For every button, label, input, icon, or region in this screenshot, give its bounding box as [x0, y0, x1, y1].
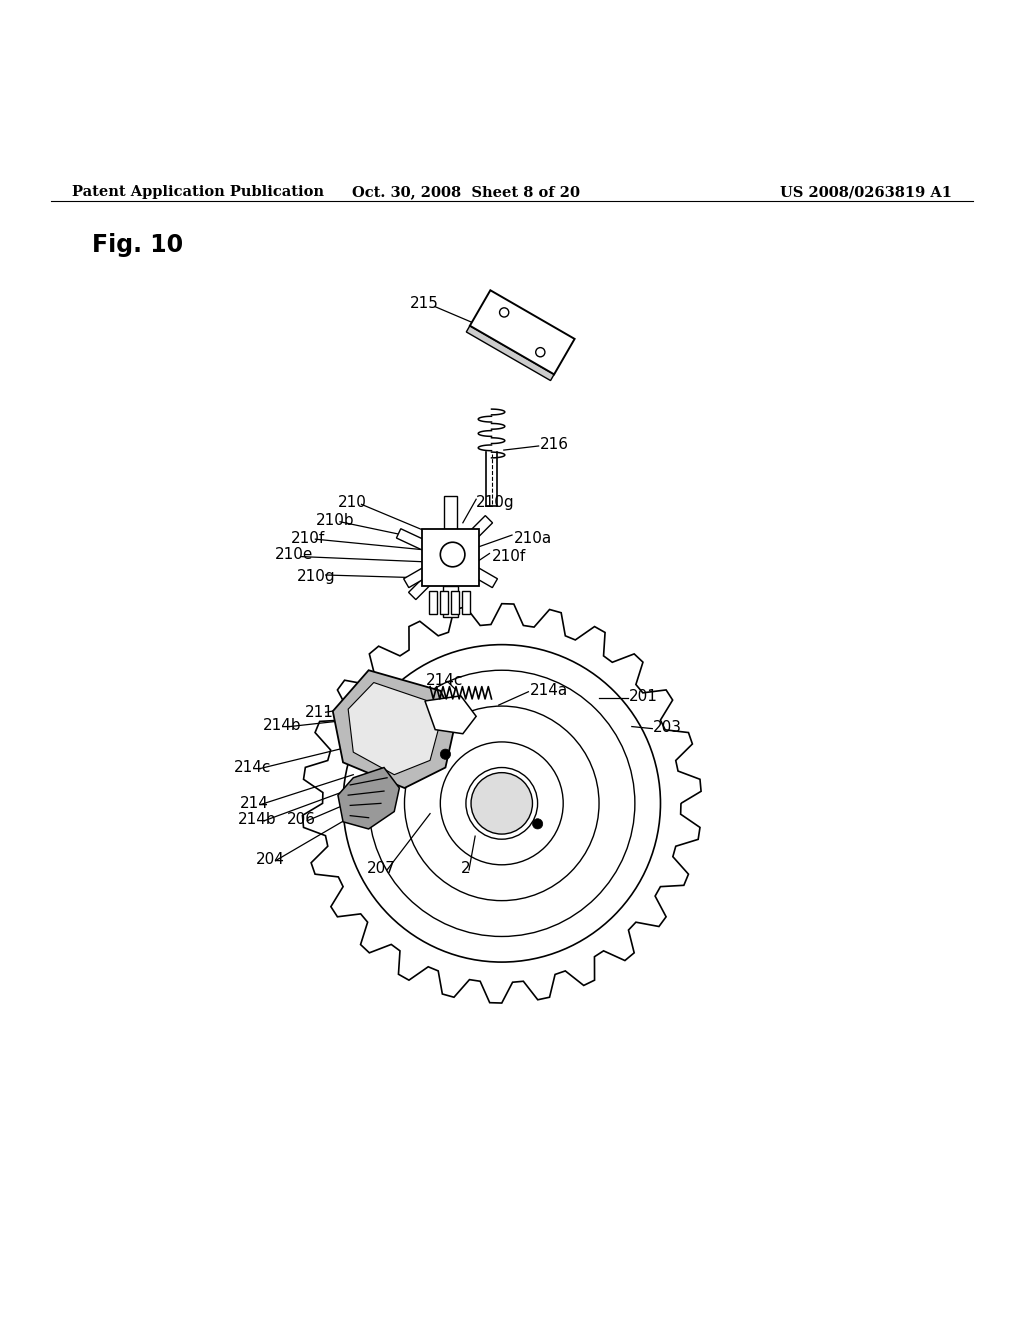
Text: 204: 204 [256, 853, 285, 867]
Polygon shape [473, 568, 498, 587]
Text: 211: 211 [305, 705, 334, 719]
Text: 210e: 210e [274, 546, 312, 562]
Text: 214a: 214a [529, 684, 567, 698]
Polygon shape [443, 586, 458, 616]
Text: 210f: 210f [291, 531, 325, 545]
Text: Fig. 10: Fig. 10 [92, 234, 183, 257]
Polygon shape [338, 767, 399, 829]
Circle shape [466, 767, 538, 840]
Polygon shape [470, 290, 574, 375]
Polygon shape [422, 529, 479, 586]
Circle shape [404, 706, 599, 900]
Text: 2: 2 [461, 862, 470, 876]
Text: 210a: 210a [514, 531, 552, 545]
Circle shape [440, 748, 451, 759]
Text: 214: 214 [240, 796, 268, 810]
Text: 201: 201 [629, 689, 657, 705]
Polygon shape [425, 696, 476, 734]
Polygon shape [466, 326, 554, 380]
Text: 210g: 210g [297, 569, 336, 583]
Text: 206: 206 [287, 812, 315, 828]
Circle shape [471, 772, 532, 834]
Text: Oct. 30, 2008  Sheet 8 of 20: Oct. 30, 2008 Sheet 8 of 20 [352, 185, 580, 199]
Circle shape [369, 671, 635, 936]
Polygon shape [429, 591, 437, 614]
Circle shape [440, 742, 563, 865]
Circle shape [500, 308, 509, 317]
Polygon shape [463, 591, 470, 614]
Text: 214b: 214b [263, 718, 302, 733]
Text: 214b: 214b [238, 812, 276, 828]
Polygon shape [452, 591, 459, 614]
Text: 207: 207 [367, 862, 395, 876]
Text: 203: 203 [653, 721, 682, 735]
Text: 210f: 210f [492, 549, 525, 564]
Text: 215: 215 [410, 296, 438, 312]
Polygon shape [409, 574, 434, 599]
Polygon shape [348, 682, 438, 775]
Text: 214c: 214c [233, 760, 270, 775]
Circle shape [440, 543, 465, 566]
Text: 216: 216 [540, 437, 568, 453]
Circle shape [532, 818, 543, 829]
Polygon shape [396, 529, 427, 550]
Text: 214c: 214c [426, 673, 463, 688]
Circle shape [536, 347, 545, 356]
Text: Patent Application Publication: Patent Application Publication [72, 185, 324, 199]
Text: 210g: 210g [476, 495, 515, 510]
Text: US 2008/0263819 A1: US 2008/0263819 A1 [780, 185, 952, 199]
Polygon shape [403, 568, 428, 587]
Polygon shape [444, 496, 457, 529]
Text: 210: 210 [338, 495, 367, 510]
Text: 210b: 210b [315, 513, 354, 528]
Polygon shape [333, 671, 456, 788]
Circle shape [343, 644, 660, 962]
Polygon shape [440, 591, 447, 614]
Polygon shape [467, 516, 493, 541]
Polygon shape [302, 603, 701, 1003]
